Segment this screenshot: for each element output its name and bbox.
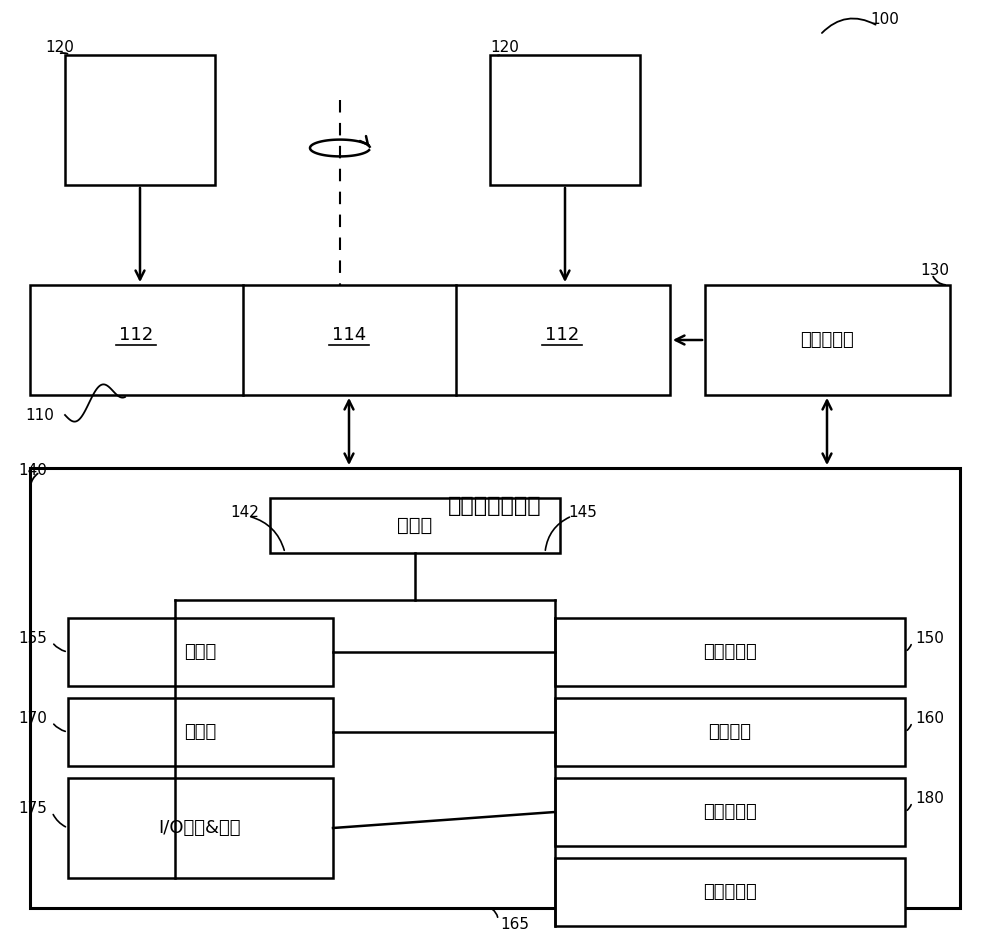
- Bar: [30, 468, 960, 908]
- Bar: [555, 778, 905, 846]
- Bar: [270, 498, 560, 553]
- Text: 165: 165: [500, 917, 529, 932]
- Text: 120: 120: [490, 41, 519, 56]
- Bar: [705, 285, 950, 395]
- Bar: [555, 698, 905, 766]
- Text: 145: 145: [568, 504, 597, 519]
- Text: 170: 170: [18, 710, 47, 726]
- Text: 155: 155: [18, 630, 47, 645]
- Text: 盒接口组件: 盒接口组件: [800, 331, 854, 349]
- Bar: [65, 55, 215, 185]
- Text: 140: 140: [18, 463, 47, 478]
- Text: 142: 142: [230, 504, 259, 519]
- Text: 150: 150: [915, 630, 944, 645]
- Bar: [68, 618, 333, 686]
- Text: 114: 114: [332, 326, 366, 344]
- Text: 电源供应器: 电源供应器: [703, 803, 757, 821]
- Text: 112: 112: [545, 326, 579, 344]
- Bar: [68, 698, 333, 766]
- Text: 控制和处理单元: 控制和处理单元: [448, 496, 542, 516]
- Text: 110: 110: [25, 408, 54, 423]
- Text: 160: 160: [915, 710, 944, 726]
- Text: 通信接口: 通信接口: [708, 723, 752, 741]
- Text: 外部存储器: 外部存储器: [703, 883, 757, 901]
- Bar: [555, 858, 905, 926]
- Bar: [68, 778, 333, 878]
- Bar: [490, 55, 640, 185]
- Text: 112: 112: [119, 326, 153, 344]
- Bar: [30, 285, 670, 395]
- Text: 存储器: 存储器: [184, 643, 216, 661]
- Text: 处理器: 处理器: [397, 516, 433, 534]
- Text: 内部存储器: 内部存储器: [703, 643, 757, 661]
- Text: 130: 130: [920, 262, 949, 277]
- Text: 180: 180: [915, 791, 944, 805]
- Text: I/O装置&接口: I/O装置&接口: [159, 819, 241, 837]
- Text: 100: 100: [870, 12, 899, 27]
- Bar: [555, 618, 905, 686]
- Text: 175: 175: [18, 800, 47, 815]
- Text: 120: 120: [45, 41, 74, 56]
- Text: 显示器: 显示器: [184, 723, 216, 741]
